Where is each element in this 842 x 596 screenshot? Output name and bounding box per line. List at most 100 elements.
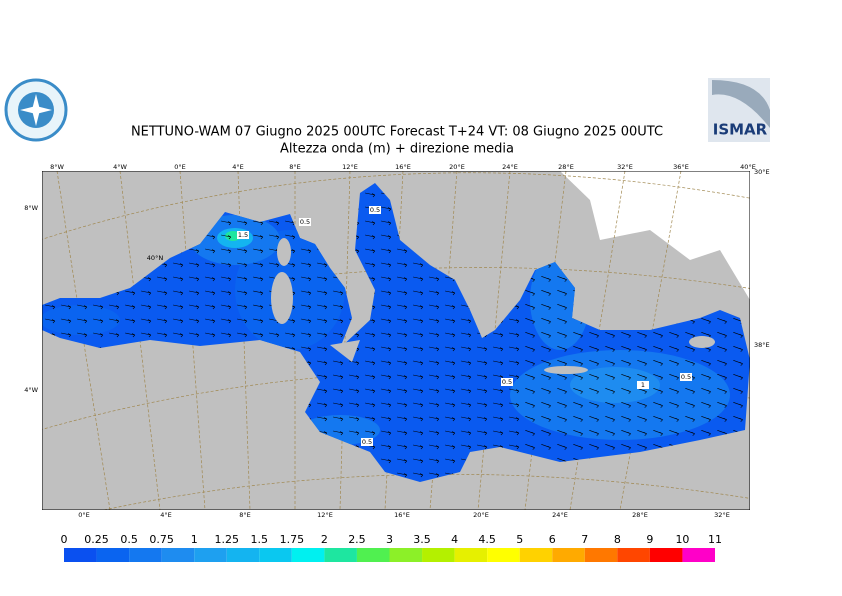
direction-arrow — [109, 304, 120, 310]
direction-arrow — [413, 332, 424, 338]
colorbar-label: 0 — [61, 533, 68, 546]
colorbar-label: 1 — [191, 533, 198, 546]
direction-arrow — [717, 374, 727, 380]
direction-arrow — [413, 388, 424, 394]
direction-arrow — [269, 234, 280, 240]
direction-arrow — [365, 360, 376, 366]
direction-arrow — [685, 430, 695, 436]
top-lon-label: 0°E — [174, 163, 186, 171]
direction-arrow — [541, 276, 551, 282]
contour-label-bg — [680, 373, 692, 381]
direction-arrow — [477, 402, 488, 408]
direction-arrow — [157, 290, 168, 296]
direction-arrow — [461, 360, 472, 366]
direction-arrow — [253, 304, 264, 310]
colorbar-label: 5 — [516, 533, 523, 546]
direction-arrow — [589, 346, 599, 352]
direction-arrow — [525, 402, 535, 408]
direction-arrow — [637, 332, 647, 338]
colorbar-label: 0.5 — [120, 533, 138, 546]
direction-arrow — [333, 388, 344, 394]
direction-arrow — [365, 416, 376, 422]
direction-arrow — [349, 430, 360, 436]
direction-arrow — [477, 388, 488, 394]
direction-arrow — [653, 346, 663, 352]
direction-arrow — [541, 374, 551, 380]
colorbar-box — [487, 548, 520, 562]
direction-arrow — [317, 332, 328, 338]
direction-arrow — [445, 430, 456, 436]
direction-arrow — [429, 360, 440, 366]
direction-arrow — [237, 290, 248, 296]
direction-arrow — [397, 262, 408, 268]
direction-arrow — [205, 304, 216, 310]
direction-arrow — [717, 346, 727, 352]
direction-arrow — [381, 346, 392, 352]
top-lon-label: 12°E — [342, 163, 358, 171]
direction-arrow — [253, 234, 264, 240]
direction-arrow — [285, 332, 296, 338]
direction-arrow — [285, 234, 296, 240]
logo-text: ISMAR — [713, 121, 768, 139]
direction-arrow — [557, 304, 567, 310]
colorbar-box — [519, 548, 553, 562]
direction-arrow — [317, 374, 328, 380]
direction-arrow — [45, 304, 56, 310]
direction-arrow — [685, 416, 695, 422]
direction-arrow — [429, 276, 440, 282]
direction-arrow — [621, 444, 631, 450]
direction-arrow — [509, 318, 520, 324]
bottom-lon-label: 28°E — [632, 511, 648, 519]
direction-arrow — [541, 318, 551, 324]
colorbar-label: 9 — [646, 533, 653, 546]
direction-arrow — [541, 332, 551, 338]
colorbar-label: 0.75 — [149, 533, 174, 546]
direction-arrow — [365, 262, 376, 268]
colorbar-box — [194, 548, 227, 562]
direction-arrow — [685, 388, 695, 394]
direction-arrow — [733, 416, 743, 422]
direction-arrow — [365, 374, 376, 380]
direction-arrow — [397, 248, 408, 254]
direction-arrow — [381, 234, 392, 240]
direction-arrow — [605, 388, 615, 394]
direction-arrow — [397, 444, 408, 450]
direction-arrow — [77, 332, 88, 338]
direction-arrow — [525, 444, 535, 450]
direction-arrow — [77, 318, 88, 324]
direction-arrow — [333, 290, 344, 296]
contour-label: 0.5 — [370, 206, 380, 214]
direction-arrow — [349, 402, 360, 408]
direction-arrow — [461, 444, 472, 450]
direction-arrow — [509, 444, 520, 450]
bottom-lon-label: 0°E — [78, 511, 90, 519]
direction-arrow — [557, 332, 567, 338]
direction-arrow — [461, 332, 472, 338]
direction-arrow — [573, 332, 583, 338]
direction-arrow — [333, 374, 344, 380]
direction-arrow — [381, 388, 392, 394]
direction-arrow — [189, 318, 200, 324]
direction-arrow — [333, 304, 344, 310]
right-label: 38°E — [754, 341, 770, 349]
direction-arrow — [605, 360, 615, 366]
direction-arrow — [381, 220, 392, 226]
direction-arrow — [701, 374, 711, 380]
direction-arrow — [333, 332, 344, 338]
direction-arrow — [381, 416, 392, 422]
direction-arrow — [301, 304, 312, 310]
direction-arrow — [717, 360, 727, 366]
direction-arrow — [157, 276, 168, 282]
direction-arrow — [557, 346, 567, 352]
colorbar-box — [324, 548, 357, 562]
colorbar-box — [552, 548, 585, 562]
bottom-lon-label: 24°E — [552, 511, 568, 519]
colorbar-label: 7 — [581, 533, 588, 546]
direction-arrow — [509, 416, 520, 422]
direction-arrow — [45, 318, 56, 324]
direction-arrow — [621, 402, 631, 408]
direction-arrow — [141, 304, 152, 310]
direction-arrow — [685, 332, 695, 338]
direction-arrow — [541, 444, 551, 450]
direction-arrow — [573, 388, 583, 394]
